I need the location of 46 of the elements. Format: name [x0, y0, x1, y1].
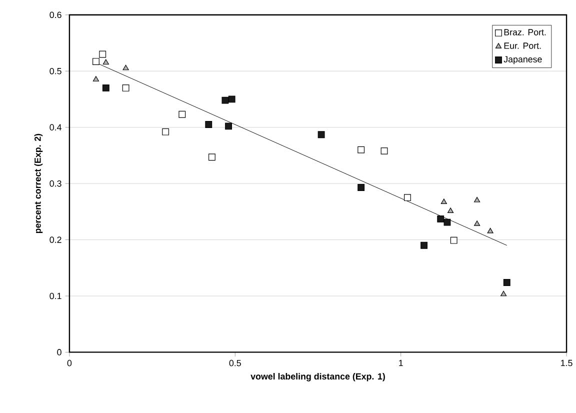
y-tick-label: 0.6: [50, 12, 62, 18]
point: [487, 228, 494, 234]
point: [404, 194, 411, 202]
point: [440, 198, 447, 204]
point: [208, 154, 216, 161]
point: [437, 216, 444, 223]
x-tick-label: 1: [399, 360, 403, 366]
x-axis-title: vowel labeling distance (Exp. 1): [250, 373, 385, 382]
y-axis-title: percent correct (Exp. 2): [34, 134, 43, 234]
x-tick-label: 1.5: [561, 360, 572, 366]
point: [205, 121, 212, 128]
point: [444, 219, 451, 226]
point: [102, 59, 109, 65]
point: [474, 197, 480, 202]
y-tick-label: 0.2: [50, 236, 62, 244]
point: [420, 242, 428, 249]
y-tick-label: 0.3: [50, 180, 62, 187]
point: [162, 128, 170, 136]
y-tick-label: 0.5: [50, 68, 62, 74]
point: [228, 96, 236, 103]
point: [222, 97, 229, 104]
point: [358, 146, 365, 154]
point: [225, 122, 232, 130]
x-tick-label: 0.5: [229, 360, 241, 366]
point: [500, 290, 507, 296]
x-tick-label: 0: [67, 360, 72, 366]
legend-label: Japanese: [504, 56, 542, 64]
point: [92, 58, 100, 66]
point: [474, 220, 480, 226]
y-tick-label: 0.1: [50, 292, 62, 300]
point: [503, 279, 510, 286]
legend-label: Eur. Port.: [504, 42, 541, 50]
point: [122, 84, 130, 92]
point: [122, 64, 129, 70]
point: [358, 184, 365, 192]
legend-label: Braz. Port.: [504, 29, 546, 36]
point: [99, 50, 106, 58]
y-tick-label: 0.4: [50, 124, 62, 131]
y-tick-label: 0: [57, 349, 62, 356]
point: [92, 76, 100, 82]
point: [318, 131, 325, 138]
point: [102, 84, 110, 92]
point: [178, 111, 186, 118]
point: [448, 208, 454, 214]
point: [380, 148, 388, 155]
point: [450, 236, 458, 244]
